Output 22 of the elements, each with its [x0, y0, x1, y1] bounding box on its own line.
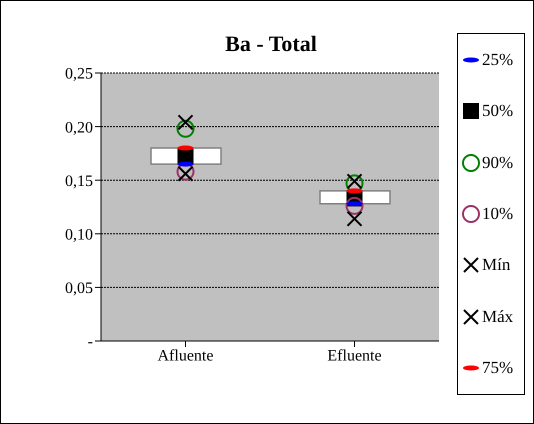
point: [178, 114, 194, 130]
point: [176, 120, 194, 138]
y-tick-label: -: [88, 334, 93, 351]
legend-label: Mín: [482, 255, 510, 276]
y-tick-label: 0,15: [65, 172, 93, 190]
legend-label: 90%: [482, 152, 514, 173]
legend-label: Máx: [482, 306, 514, 327]
y-tick-label: 0,25: [65, 66, 93, 83]
point: [346, 173, 362, 190]
x-tick-label: Efluente: [327, 347, 382, 364]
y-tick-label: 0,05: [65, 280, 93, 298]
chart-title: Ba - Total: [224, 31, 318, 57]
point: [178, 166, 194, 182]
legend-label: 25%: [482, 50, 514, 70]
legend-label: 10%: [482, 204, 514, 224]
y-tick-label: 0,10: [65, 226, 93, 244]
point: [346, 210, 362, 227]
point: [346, 196, 364, 215]
legend-label: 50%: [482, 101, 514, 122]
x-tick-label: Afluente: [158, 347, 214, 364]
legend-label: 75%: [482, 358, 514, 378]
y-tick-label: 0,20: [65, 119, 93, 136]
